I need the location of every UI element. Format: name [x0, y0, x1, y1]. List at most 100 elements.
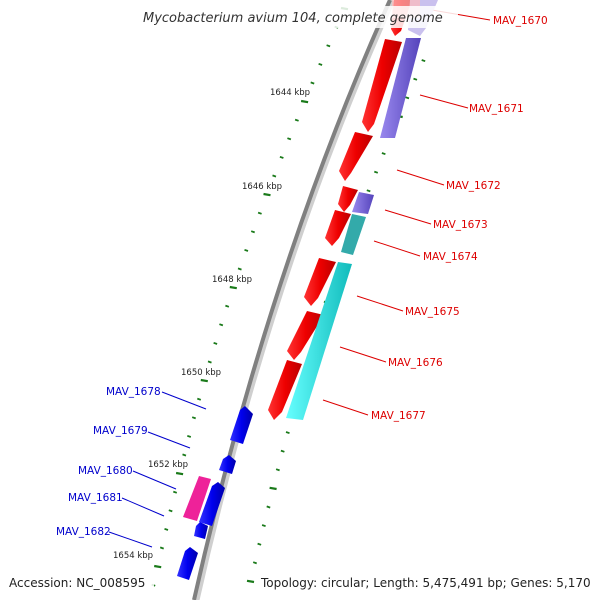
- minor-tick: [182, 453, 187, 457]
- minor-tick: [187, 434, 192, 438]
- leader-line: [396, 169, 445, 186]
- gene-label[interactable]: MAV_1678: [106, 386, 161, 398]
- gene-label[interactable]: MAV_1670: [493, 15, 548, 27]
- minor-tick: [191, 416, 196, 420]
- major-tick: [300, 99, 309, 104]
- minor-tick: [164, 527, 169, 531]
- leader-line: [356, 295, 404, 312]
- leader-line: [339, 346, 387, 363]
- kbp-label: 1646 kbp: [242, 182, 282, 192]
- leader-line: [373, 240, 421, 257]
- major-tick: [154, 564, 162, 569]
- gene-mav-1680-arrow[interactable]: [183, 476, 211, 521]
- minor-tick: [219, 323, 224, 327]
- minor-tick: [257, 211, 262, 215]
- minor-tick: [261, 524, 266, 528]
- minor-tick: [381, 152, 386, 156]
- minor-tick: [421, 59, 426, 63]
- forward-gene-labels: MAV_1670 MAV_1671 MAV_1672 MAV_1673 MAV_…: [371, 15, 548, 422]
- minor-tick: [266, 505, 271, 509]
- gene-label[interactable]: MAV_1674: [423, 251, 478, 263]
- major-tick: [263, 192, 271, 197]
- minor-tick: [237, 267, 242, 271]
- reverse-gene-labels: MAV_1678 MAV_1679 MAV_1680 MAV_1681 MAV_…: [56, 386, 161, 538]
- gene-label[interactable]: MAV_1679: [93, 425, 148, 437]
- gene-label[interactable]: MAV_1672: [446, 180, 501, 192]
- kbp-label: 1650 kbp: [181, 368, 221, 378]
- teal-feature[interactable]: [341, 214, 366, 255]
- kbp-label: 1648 kbp: [212, 275, 252, 285]
- leader-line: [322, 399, 369, 416]
- minor-tick: [310, 81, 315, 85]
- leader-line: [384, 209, 432, 225]
- minor-tick: [159, 546, 164, 550]
- purple-feature-small[interactable]: [352, 192, 374, 214]
- gene-mav-1679-arrow[interactable]: [219, 455, 236, 474]
- accession-text: Accession: NC_008595: [9, 576, 145, 590]
- major-tick: [269, 486, 277, 491]
- minor-tick: [250, 230, 255, 234]
- gene-mav-1674-arrow[interactable]: [325, 210, 351, 246]
- gene-unlabeled-arrow[interactable]: [177, 547, 198, 580]
- minor-tick: [244, 248, 249, 252]
- title-backing: [140, 6, 458, 28]
- purple-feature-bar[interactable]: [380, 38, 421, 138]
- minor-tick: [294, 118, 299, 122]
- minor-tick: [225, 304, 230, 308]
- gene-mav-1675-arrow[interactable]: [304, 258, 336, 306]
- leader-line: [108, 531, 153, 548]
- minor-tick: [413, 77, 418, 81]
- gene-label[interactable]: MAV_1677: [371, 410, 426, 422]
- gene-label[interactable]: MAV_1682: [56, 526, 111, 538]
- major-tick: [175, 471, 184, 476]
- minor-tick: [173, 490, 178, 494]
- gene-label[interactable]: MAV_1680: [78, 465, 133, 477]
- minor-tick: [287, 137, 292, 141]
- kbp-label: 1652 kbp: [148, 460, 188, 470]
- gene-label[interactable]: MAV_1675: [405, 306, 460, 318]
- major-tick: [229, 285, 237, 290]
- minor-tick: [168, 509, 173, 513]
- leader-line: [132, 470, 177, 490]
- footer-backing-left: [4, 572, 154, 592]
- major-tick: [246, 579, 255, 584]
- minor-tick: [279, 155, 284, 159]
- gene-label[interactable]: MAV_1676: [388, 357, 443, 369]
- minor-tick: [252, 561, 257, 565]
- kbp-labels: 1644 kbp 1646 kbp 1648 kbp 1650 kbp 1652…: [113, 88, 310, 561]
- minor-tick: [374, 170, 379, 174]
- cyan-feature-bar[interactable]: [286, 262, 352, 420]
- minor-tick: [213, 341, 218, 345]
- leader-line: [121, 497, 165, 517]
- reverse-strand-genes: [177, 406, 253, 580]
- gene-mav-1682-arrow[interactable]: [194, 522, 208, 539]
- gene-mav-1677-arrow[interactable]: [268, 360, 302, 420]
- kbp-label: 1644 kbp: [270, 88, 310, 98]
- gene-label[interactable]: MAV_1671: [469, 103, 524, 115]
- gene-mav-1681-arrow[interactable]: [199, 482, 225, 526]
- minor-tick: [275, 468, 280, 472]
- minor-tick: [257, 542, 262, 546]
- minor-tick: [366, 189, 371, 193]
- minor-tick: [285, 431, 290, 435]
- minor-tick: [280, 449, 285, 453]
- gene-label[interactable]: MAV_1673: [433, 219, 488, 231]
- minor-tick: [207, 360, 212, 364]
- minor-tick: [405, 96, 410, 100]
- gene-mav-1672-arrow[interactable]: [339, 132, 373, 181]
- footer-backing-right: [256, 572, 596, 592]
- minor-tick: [318, 62, 323, 66]
- gene-mav-1671-arrow[interactable]: [362, 39, 402, 132]
- gene-mav-1676-arrow[interactable]: [287, 311, 324, 360]
- minor-tick: [197, 397, 202, 401]
- gene-mav-1678-arrow[interactable]: [230, 406, 253, 444]
- summary-text: Topology: circular; Length: 5,475,491 bp…: [260, 576, 591, 590]
- kbp-label: 1654 kbp: [113, 551, 153, 561]
- map-title: Mycobacterium avium 104, complete genome: [143, 11, 443, 26]
- gene-label[interactable]: MAV_1681: [68, 492, 123, 504]
- gene-mav-1673-arrow[interactable]: [338, 186, 358, 212]
- leader-line: [419, 94, 469, 109]
- minor-tick: [326, 44, 331, 48]
- leader-line: [161, 391, 207, 410]
